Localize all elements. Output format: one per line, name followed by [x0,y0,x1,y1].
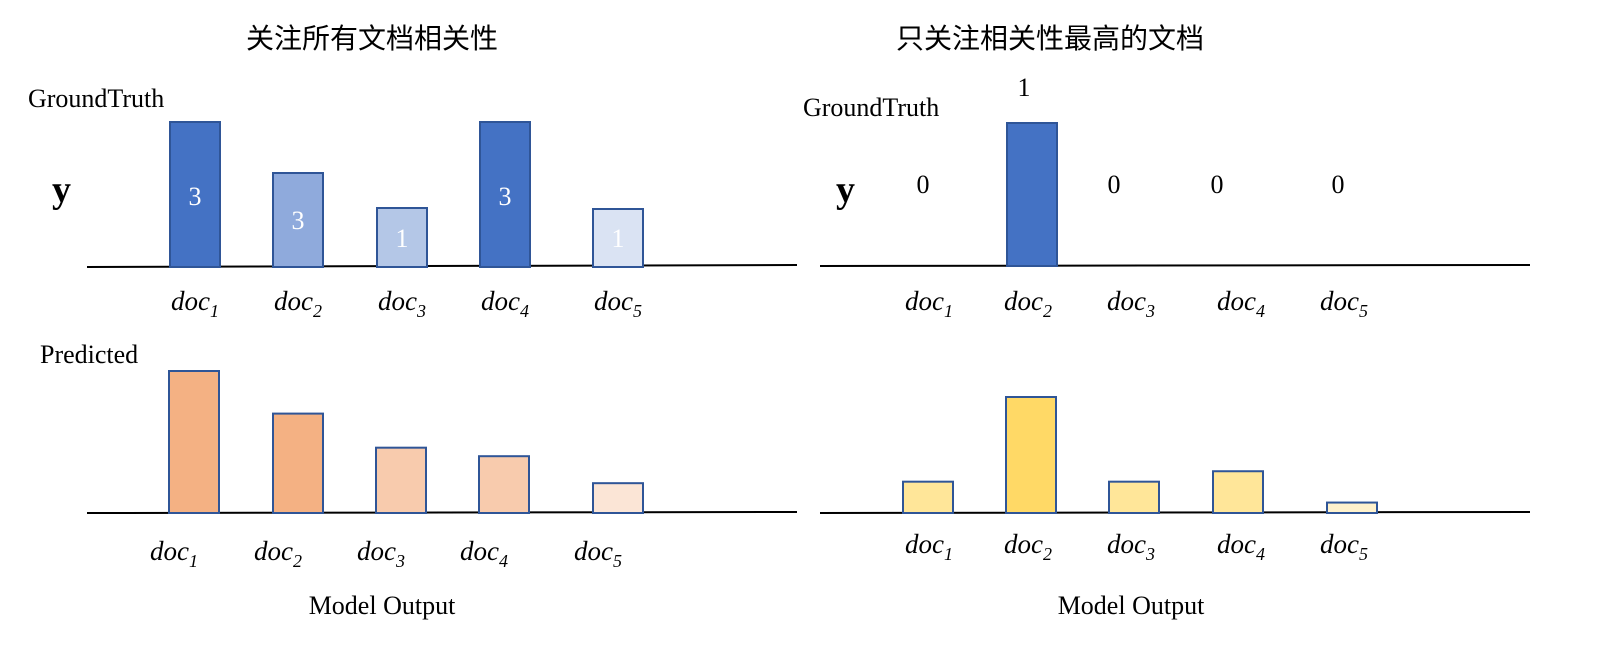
left-groundtruth-bar-4 [479,121,531,268]
right-predicted-doc-label-4: doc4 [1217,529,1265,564]
right-groundtruth-bars: 0 1 0 0 0 [917,73,1345,267]
left-groundtruth-value-2: 3 [292,206,305,235]
left-title: 关注所有文档相关性 [246,23,498,55]
right-groundtruth-doc-label-2: doc2 [1004,286,1052,321]
right-groundtruth-bar-2 [1006,122,1058,267]
left-predicted-bar-5 [592,482,644,514]
right-model-output-label: Model Output [1058,591,1205,620]
left-groundtruth-value-4: 3 [499,182,512,211]
right-groundtruth-axis [819,264,1531,267]
left-groundtruth-doc-label-3: doc3 [378,286,426,321]
left-predicted-doc-label-1: doc1 [150,536,198,571]
left-predicted-bars [168,370,644,515]
left-predicted-bar-2 [272,412,324,515]
left-predicted-label: Predicted [40,340,138,369]
right-groundtruth-value-4: 0 [1211,170,1224,199]
right-groundtruth-doc-label-4: doc4 [1217,286,1265,321]
left-groundtruth-doc-label-1: doc1 [171,286,219,321]
right-predicted-doc-label-3: doc3 [1107,529,1155,564]
right-y-label: y [836,169,855,211]
right-groundtruth-doc-label-5: doc5 [1320,286,1368,321]
right-title: 只关注相关性最高的文档 [896,23,1204,55]
left-predicted-doc-label-2: doc2 [254,536,302,571]
left-predicted-doc-label-3: doc3 [357,536,405,571]
left-groundtruth-doc-label-4: doc4 [481,286,529,321]
left-predicted-bar-3 [375,446,427,514]
right-groundtruth-doc-labels: doc1 doc2 doc3 doc4 doc5 [905,286,1368,321]
left-groundtruth-value-1: 3 [189,182,202,211]
left-panel: 关注所有文档相关性 GroundTruth y Predicted Model … [28,23,798,620]
left-predicted-doc-label-4: doc4 [460,536,508,571]
left-groundtruth-bar-1 [169,121,221,268]
right-predicted-doc-label-5: doc5 [1320,529,1368,564]
right-groundtruth-label: GroundTruth [803,93,939,122]
right-predicted-bars [902,396,1378,514]
right-predicted-bar-5 [1326,501,1378,514]
right-groundtruth-value-5: 0 [1332,170,1345,199]
left-groundtruth-bars: 3 3 1 3 1 [169,121,644,268]
left-predicted-doc-label-5: doc5 [574,536,622,571]
left-model-output-label: Model Output [309,591,456,620]
right-groundtruth-value-2: 1 [1018,73,1031,102]
left-groundtruth-value-3: 1 [396,224,409,253]
right-groundtruth-doc-label-3: doc3 [1107,286,1155,321]
right-groundtruth-value-3: 0 [1108,170,1121,199]
right-predicted-bar-3 [1108,480,1160,514]
left-groundtruth-bar-2 [272,172,324,268]
left-groundtruth-doc-labels: doc1 doc2 doc3 doc4 doc5 [171,286,642,321]
left-y-label: y [52,169,71,211]
right-predicted-bar-4 [1212,470,1264,514]
left-groundtruth-doc-label-2: doc2 [274,286,322,321]
right-predicted-bar-1 [902,480,954,514]
right-panel: 只关注相关性最高的文档 GroundTruth y Model Output 0… [803,23,1531,620]
left-groundtruth-value-5: 1 [612,224,625,253]
left-groundtruth-bar-3 [376,207,428,268]
right-predicted-bar-2 [1005,396,1057,514]
right-predicted-doc-labels: doc1 doc2 doc3 doc4 doc5 [905,529,1368,564]
right-groundtruth-doc-label-1: doc1 [905,286,953,321]
left-groundtruth-doc-label-5: doc5 [594,286,642,321]
left-predicted-bar-4 [478,455,530,515]
right-groundtruth-value-1: 0 [917,170,930,199]
right-predicted-doc-label-2: doc2 [1004,529,1052,564]
left-predicted-doc-labels: doc1 doc2 doc3 doc4 doc5 [150,536,622,571]
left-groundtruth-label: GroundTruth [28,84,164,113]
left-predicted-bar-1 [168,370,220,514]
right-predicted-doc-label-1: doc1 [905,529,953,564]
left-groundtruth-bar-5 [592,208,644,268]
